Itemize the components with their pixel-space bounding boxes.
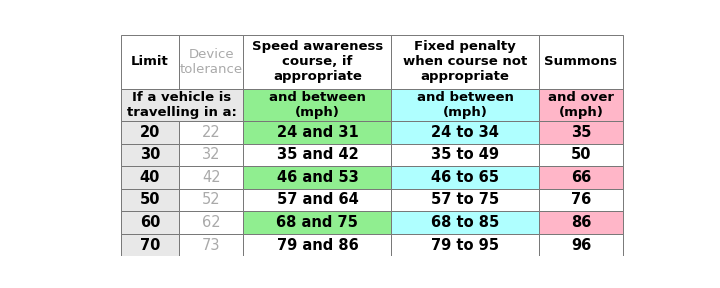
Bar bbox=[539, 189, 623, 211]
Bar bbox=[243, 189, 392, 211]
Text: Speed awareness
course, if
appropriate: Speed awareness course, if appropriate bbox=[252, 40, 383, 83]
Bar bbox=[392, 166, 539, 189]
Bar bbox=[179, 35, 243, 89]
Text: 62: 62 bbox=[202, 215, 220, 230]
Text: 57 and 64: 57 and 64 bbox=[276, 192, 359, 207]
Bar bbox=[243, 166, 392, 189]
Bar bbox=[121, 144, 179, 166]
Text: 22: 22 bbox=[202, 125, 221, 140]
Text: 40: 40 bbox=[140, 170, 160, 185]
Bar bbox=[243, 121, 392, 144]
Text: 46 and 53: 46 and 53 bbox=[276, 170, 359, 185]
Text: 57 to 75: 57 to 75 bbox=[431, 192, 499, 207]
Bar bbox=[392, 189, 539, 211]
Text: 46 to 65: 46 to 65 bbox=[431, 170, 499, 185]
Bar bbox=[121, 211, 179, 234]
Text: 70: 70 bbox=[140, 238, 160, 253]
Text: 73: 73 bbox=[202, 238, 220, 253]
Bar bbox=[179, 211, 243, 234]
Bar bbox=[121, 189, 179, 211]
Bar bbox=[179, 121, 243, 144]
Bar bbox=[243, 211, 392, 234]
Text: Limit: Limit bbox=[131, 55, 169, 68]
Bar bbox=[121, 121, 179, 144]
Text: and between
(mph): and between (mph) bbox=[417, 91, 513, 119]
Text: 96: 96 bbox=[571, 238, 591, 253]
Text: 30: 30 bbox=[140, 147, 160, 162]
Text: 35 to 49: 35 to 49 bbox=[431, 147, 499, 162]
Bar bbox=[243, 144, 392, 166]
Bar bbox=[243, 89, 392, 121]
Bar bbox=[179, 144, 243, 166]
Bar bbox=[243, 35, 392, 89]
Bar bbox=[539, 211, 623, 234]
Text: 20: 20 bbox=[140, 125, 160, 140]
Bar bbox=[121, 166, 179, 189]
Text: 79 and 86: 79 and 86 bbox=[276, 238, 359, 253]
Text: 68 and 75: 68 and 75 bbox=[276, 215, 359, 230]
Text: 76: 76 bbox=[571, 192, 591, 207]
Bar bbox=[121, 35, 179, 89]
Bar bbox=[392, 89, 539, 121]
Bar bbox=[121, 234, 179, 256]
Text: If a vehicle is
travelling in a:: If a vehicle is travelling in a: bbox=[127, 91, 237, 119]
Bar bbox=[539, 121, 623, 144]
Bar bbox=[539, 166, 623, 189]
Bar bbox=[392, 234, 539, 256]
Bar bbox=[243, 234, 392, 256]
Text: Fixed penalty
when course not
appropriate: Fixed penalty when course not appropriat… bbox=[403, 40, 527, 83]
Bar bbox=[392, 35, 539, 89]
Text: Summons: Summons bbox=[544, 55, 618, 68]
Bar bbox=[539, 144, 623, 166]
Bar bbox=[392, 211, 539, 234]
Bar bbox=[121, 89, 243, 121]
Bar bbox=[179, 166, 243, 189]
Bar bbox=[392, 144, 539, 166]
Text: 35: 35 bbox=[571, 125, 591, 140]
Text: 60: 60 bbox=[140, 215, 160, 230]
Bar bbox=[179, 234, 243, 256]
Bar bbox=[539, 35, 623, 89]
Text: 66: 66 bbox=[571, 170, 591, 185]
Text: 68 to 85: 68 to 85 bbox=[431, 215, 500, 230]
Text: 42: 42 bbox=[202, 170, 220, 185]
Text: 86: 86 bbox=[571, 215, 591, 230]
Bar bbox=[539, 234, 623, 256]
Text: 50: 50 bbox=[571, 147, 591, 162]
Text: 79 to 95: 79 to 95 bbox=[431, 238, 499, 253]
Text: 50: 50 bbox=[140, 192, 161, 207]
Text: 35 and 42: 35 and 42 bbox=[276, 147, 359, 162]
Text: 32: 32 bbox=[202, 147, 220, 162]
Text: 52: 52 bbox=[202, 192, 220, 207]
Bar bbox=[539, 89, 623, 121]
Bar bbox=[179, 189, 243, 211]
Text: Device
tolerance: Device tolerance bbox=[180, 48, 243, 76]
Text: 24 to 34: 24 to 34 bbox=[431, 125, 499, 140]
Bar bbox=[392, 121, 539, 144]
Text: and between
(mph): and between (mph) bbox=[269, 91, 366, 119]
Text: 24 and 31: 24 and 31 bbox=[276, 125, 359, 140]
Text: and over
(mph): and over (mph) bbox=[548, 91, 614, 119]
